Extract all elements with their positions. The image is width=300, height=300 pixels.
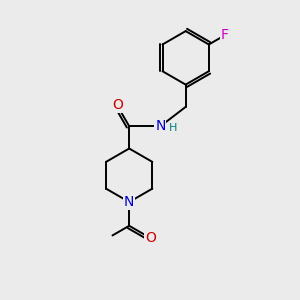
Text: F: F bbox=[220, 28, 229, 42]
Text: O: O bbox=[145, 231, 156, 245]
Text: O: O bbox=[112, 98, 124, 112]
Text: N: N bbox=[155, 119, 166, 133]
Text: N: N bbox=[124, 195, 134, 209]
Text: H: H bbox=[169, 123, 177, 133]
